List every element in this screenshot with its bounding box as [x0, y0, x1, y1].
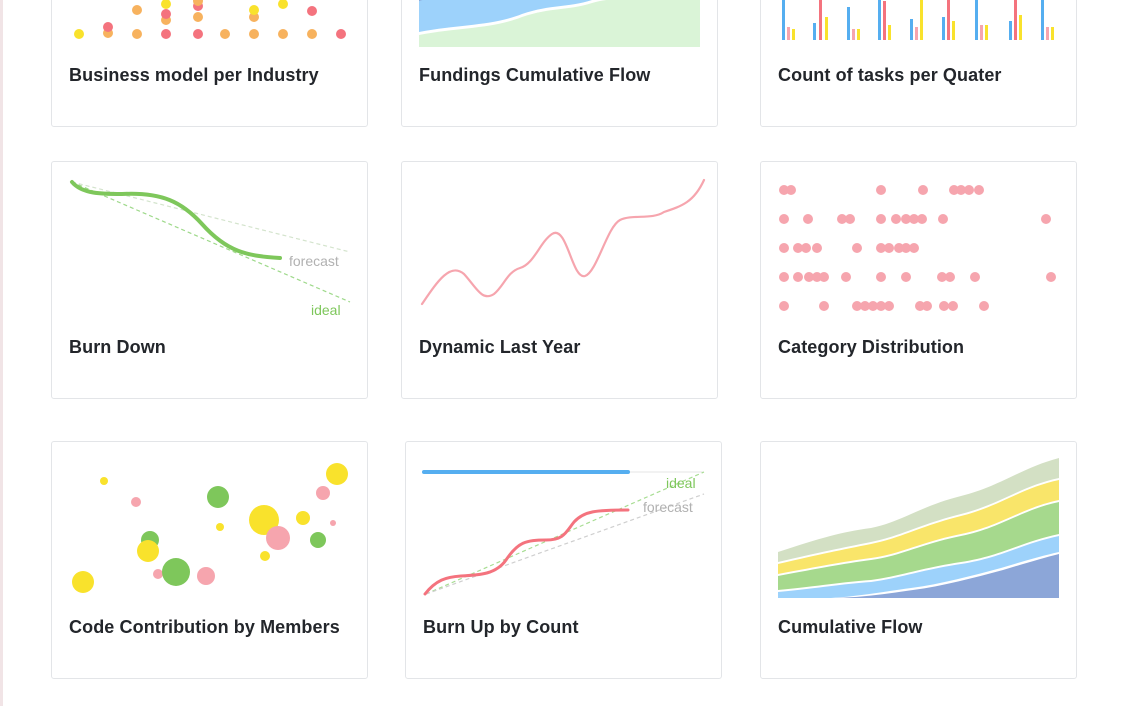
thumbnail-business-model: [74, 0, 346, 39]
report-card-tasks-per-quarter[interactable]: Count of tasks per Quater: [760, 0, 1077, 127]
report-card-code-contribution[interactable]: Code Contribution by Members: [51, 441, 368, 679]
card-title: Burn Up by Count: [423, 617, 579, 637]
left-edge-strip: [0, 0, 3, 706]
card-title: Dynamic Last Year: [419, 337, 581, 357]
report-card-burn-up-by-count[interactable]: ideal forecast Burn Up by Count: [405, 441, 722, 679]
card-title: Fundings Cumulative Flow: [419, 65, 651, 85]
report-card-cumulative-flow[interactable]: Cumulative Flow: [760, 441, 1077, 679]
card-title: Code Contribution by Members: [69, 617, 340, 637]
thumbnail-burn-up-by-count: ideal forecast: [422, 470, 705, 596]
forecast-label: forecast: [643, 499, 693, 515]
thumbnail-burn-down: forecast ideal: [70, 180, 351, 318]
card-title: Category Distribution: [778, 337, 965, 357]
thumbnail-fundings-cumulative-flow: [419, 0, 700, 47]
thumbnail-cumulative-flow: [778, 458, 1059, 598]
thumbnail-code-contribution: [72, 463, 348, 593]
ideal-label: ideal: [311, 302, 341, 318]
ideal-label: ideal: [666, 475, 696, 491]
report-card-category-distribution[interactable]: Category Distribution: [760, 161, 1077, 399]
card-title: Count of tasks per Quater: [778, 65, 1002, 85]
report-card-fundings-cumulative-flow[interactable]: Fundings Cumulative Flow: [401, 0, 718, 127]
forecast-label: forecast: [289, 253, 339, 269]
thumbnail-tasks-per-quarter: [782, 0, 1054, 40]
thumbnail-dynamic-last-year: [420, 178, 706, 306]
card-title: Business model per Industry: [69, 65, 319, 85]
report-card-business-model[interactable]: Business model per Industry: [51, 0, 368, 127]
thumbnail-category-distribution: [779, 185, 1056, 311]
report-card-burn-down[interactable]: forecast ideal Burn Down: [51, 161, 368, 399]
card-title: Cumulative Flow: [778, 617, 923, 637]
report-card-dynamic-last-year[interactable]: Dynamic Last Year: [401, 161, 718, 399]
card-title: Burn Down: [69, 337, 166, 357]
